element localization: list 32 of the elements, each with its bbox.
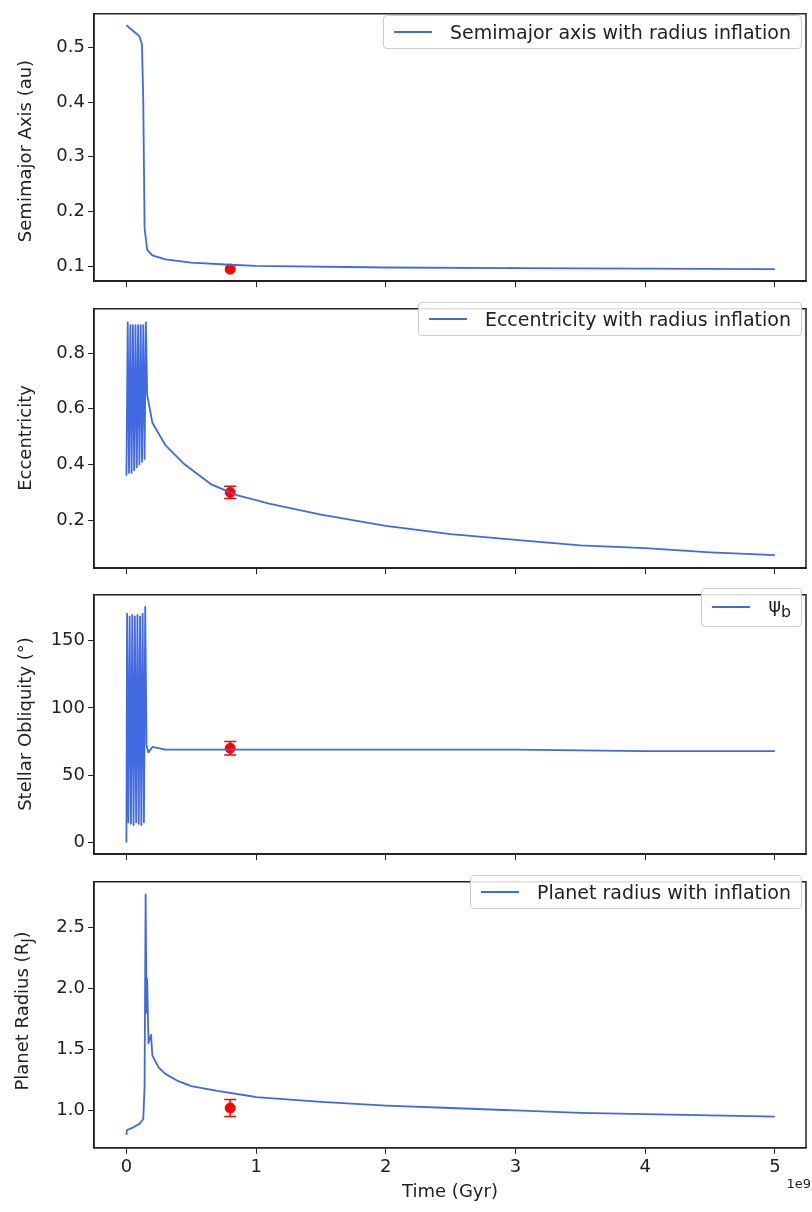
y-tick-label: 1.5 bbox=[56, 1036, 85, 1058]
x-axis-title: Time (Gyr) bbox=[401, 1179, 498, 1201]
y-axis-title: Eccentricity bbox=[13, 384, 35, 491]
y-tick-label: 0.2 bbox=[56, 507, 85, 529]
y-tick-label: 2.5 bbox=[56, 914, 85, 936]
x-tick-label: 2 bbox=[380, 1154, 392, 1176]
x-tick-label: 5 bbox=[769, 1154, 781, 1176]
text: 1e9 bbox=[786, 1175, 811, 1191]
y-tick-label: 0.3 bbox=[56, 144, 85, 166]
y-tick-label: 2.0 bbox=[56, 975, 85, 997]
legend-label: Planet radius with inflation bbox=[536, 880, 791, 903]
y-tick-label: 0.5 bbox=[56, 34, 85, 56]
y-axis-title: Stellar Obliquity (°) bbox=[13, 637, 35, 812]
y-tick-label: 0.1 bbox=[56, 254, 85, 276]
y-tick-label: 0.4 bbox=[56, 89, 85, 111]
x-tick-label: 1 bbox=[250, 1154, 262, 1176]
x-tick-label: 4 bbox=[639, 1154, 651, 1176]
x-tick-label: 3 bbox=[509, 1154, 522, 1176]
y-tick-label: 0.4 bbox=[56, 451, 85, 473]
legend-label: Semimajor axis with radius inflation bbox=[450, 21, 791, 43]
y-tick-label: 0.2 bbox=[56, 199, 85, 221]
legend-label: ψ$_{b}$ bbox=[768, 594, 791, 621]
x-tick-label: 0 bbox=[120, 1154, 133, 1176]
y-tick-label: 0.6 bbox=[56, 396, 85, 417]
legend-label: Eccentricity with radius inflation bbox=[484, 307, 791, 330]
y-tick-label: 100 bbox=[50, 695, 85, 717]
y-axis-title: Semimajor Axis (au) bbox=[13, 60, 35, 243]
y-tick-label: 0.8 bbox=[56, 340, 85, 362]
y-tick-label: 1.0 bbox=[56, 1097, 85, 1119]
y-tick-label: 0 bbox=[73, 830, 85, 852]
y-tick-label: 50 bbox=[62, 762, 85, 784]
y-tick-label: 150 bbox=[50, 628, 85, 650]
